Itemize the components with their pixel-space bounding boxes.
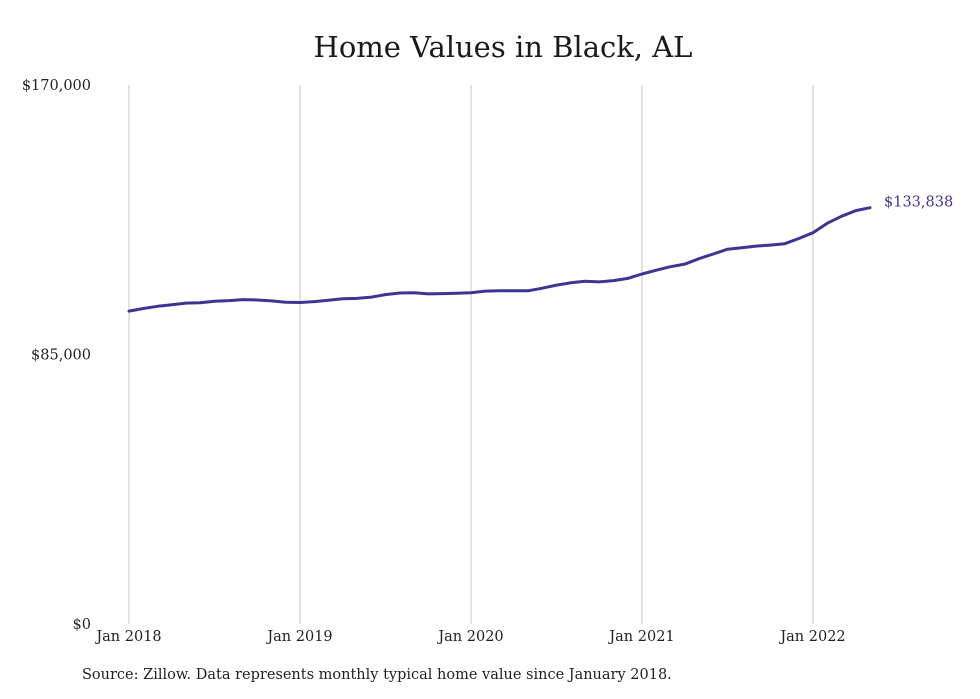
y-tick-label: $85,000 (31, 348, 91, 364)
x-tick-label: Jan 2021 (607, 629, 674, 645)
series-line-0 (127, 206, 872, 313)
x-tick-label: Jan 2019 (265, 629, 332, 645)
y-tick-label: $170,000 (22, 78, 91, 94)
end-value-label: $133,838 (884, 195, 953, 211)
y-tick-label: $0 (73, 617, 91, 633)
gridlines (128, 85, 814, 624)
series-layer: $133,838 (127, 195, 953, 313)
y-axis-tick-labels: $0 $85,000 $170,000 (22, 78, 91, 633)
x-axis-tick-labels: Jan 2018 Jan 2019 Jan 2020 Jan 2021 Jan 2022 (94, 629, 845, 645)
x-tick-label: Jan 2020 (436, 629, 503, 645)
x-tick-label: Jan 2018 (94, 629, 161, 645)
chart-title: Home Values in Black, AL (313, 30, 693, 64)
source-note: Source: Zillow. Data represents monthly … (82, 667, 672, 683)
x-tick-label: Jan 2022 (778, 629, 845, 645)
